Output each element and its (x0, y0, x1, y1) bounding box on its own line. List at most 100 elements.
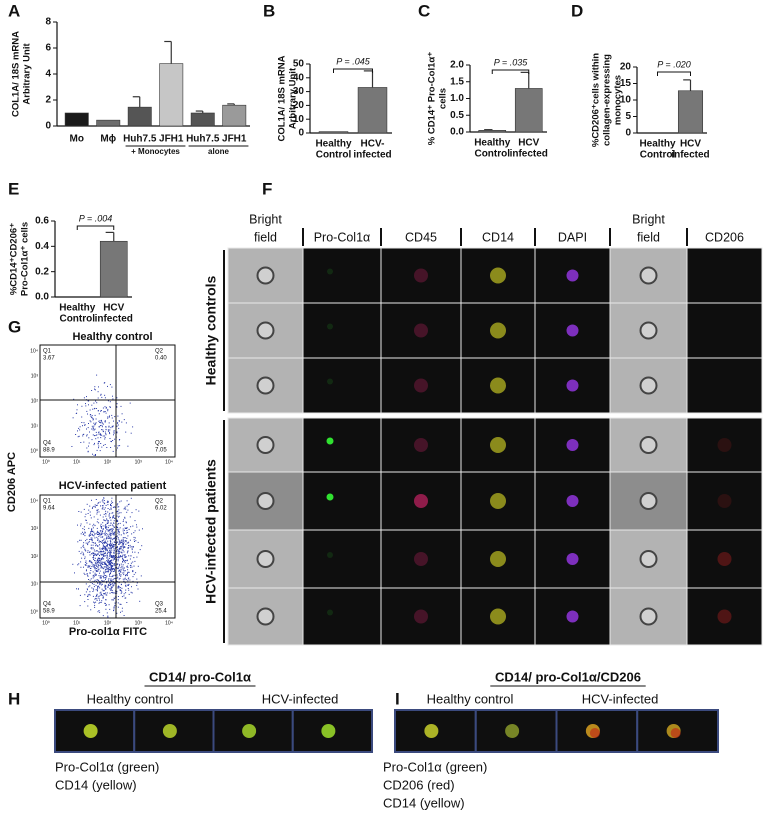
event-dot (117, 587, 119, 589)
event-dot (83, 542, 85, 544)
x-tick-label: infected (510, 149, 548, 160)
event-dot (105, 550, 107, 552)
event-dot (96, 521, 98, 523)
event-dot (112, 425, 114, 427)
event-dot (85, 513, 87, 515)
event-dot (85, 550, 87, 552)
event-dot (103, 554, 105, 556)
event-dot (109, 552, 111, 554)
event-dot (98, 445, 100, 447)
event-dot (91, 563, 93, 565)
event-dot (90, 568, 92, 569)
quadrant-label: 3.67 (43, 356, 55, 362)
event-dot (97, 564, 99, 566)
cell-signal (490, 551, 506, 567)
event-dot (134, 551, 136, 553)
event-dot (133, 532, 135, 534)
event-dot (108, 569, 110, 570)
event-dot (103, 555, 105, 557)
image-tile (302, 417, 382, 473)
event-dot (104, 406, 106, 408)
event-dot (112, 568, 114, 570)
x-tick-label: Healthy (59, 303, 96, 314)
event-dot (82, 435, 84, 437)
event-dot (119, 603, 121, 605)
event-dot (107, 410, 109, 412)
event-dot (123, 533, 125, 535)
event-dot (97, 561, 99, 563)
image-tile (380, 247, 462, 304)
event-dot (86, 562, 88, 564)
event-dot (88, 404, 89, 406)
row-group-label: Healthy controls (203, 275, 219, 385)
event-dot (91, 537, 93, 539)
event-dot (120, 570, 122, 572)
event-dot (103, 558, 105, 560)
event-dot (93, 429, 95, 431)
event-dot (110, 555, 112, 557)
x-tick-label: HCV (680, 139, 701, 150)
event-dot (109, 540, 111, 542)
event-dot (110, 533, 112, 535)
y-axis-label: COL1A/ 18S mRNA (11, 31, 22, 117)
y-axis-label: collagen-expressing (602, 54, 613, 146)
event-dot (126, 511, 128, 513)
event-dot (79, 426, 81, 428)
event-dot (96, 531, 98, 533)
event-dot (100, 534, 101, 536)
event-dot (122, 578, 124, 580)
event-dot (77, 436, 79, 438)
y-tick-label: 0.2 (35, 266, 49, 277)
event-dot (119, 577, 121, 579)
bar (190, 112, 215, 127)
event-dot (118, 534, 120, 536)
event-dot (93, 586, 95, 588)
event-dot (93, 574, 95, 576)
event-dot (87, 589, 88, 591)
event-dot (110, 562, 112, 564)
event-dot (122, 557, 124, 559)
event-dot (102, 435, 104, 437)
event-dot (111, 555, 113, 557)
event-dot (113, 548, 115, 550)
event-dot (112, 533, 114, 535)
event-dot (120, 541, 122, 543)
event-dot (110, 524, 112, 526)
bar (127, 106, 152, 127)
event-dot (120, 540, 122, 542)
event-dot (96, 402, 98, 404)
event-dot (107, 501, 109, 503)
event-dot (84, 516, 86, 518)
event-dot (113, 584, 115, 586)
event-dot (110, 548, 112, 549)
event-dot (99, 547, 101, 549)
event-dot (141, 545, 143, 547)
event-dot (114, 574, 116, 576)
event-dot (84, 548, 86, 550)
event-dot (110, 546, 112, 548)
event-dot (104, 571, 106, 573)
event-dot (86, 435, 88, 437)
event-dot (87, 596, 89, 597)
event-dot (95, 589, 97, 591)
x-tick-label: 10⁰ (42, 620, 50, 626)
event-dot (92, 506, 94, 508)
event-dot (81, 557, 83, 559)
event-dot (105, 599, 107, 601)
event-dot (98, 432, 100, 434)
event-dot (116, 546, 118, 548)
y-tick-label: 20 (620, 62, 632, 73)
event-dot (105, 592, 107, 594)
event-dot (98, 431, 100, 433)
event-dot (126, 574, 128, 576)
event-dot (137, 552, 139, 554)
quadrant-label: 7.05 (155, 448, 167, 454)
event-dot (121, 591, 123, 593)
cell (256, 492, 275, 510)
event-dot (112, 579, 114, 581)
event-dot (126, 537, 128, 539)
event-dot (91, 415, 93, 417)
event-dot (112, 516, 114, 518)
event-dot (83, 529, 85, 531)
event-dot (86, 434, 88, 436)
